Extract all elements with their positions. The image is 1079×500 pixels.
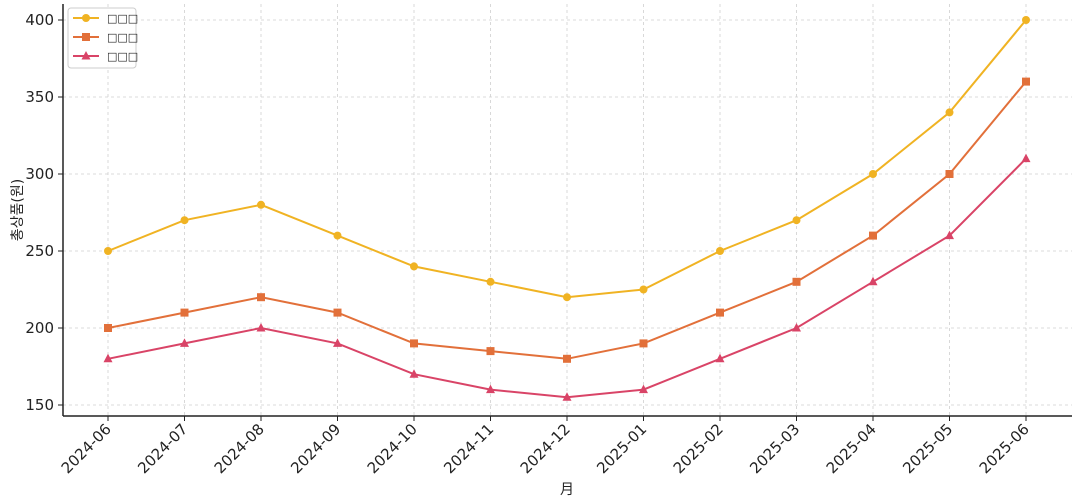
data-point (486, 384, 495, 394)
legend-label: □□□ (107, 12, 138, 25)
data-point (409, 369, 419, 378)
legend-label: □□□ (107, 31, 138, 44)
data-point (257, 293, 265, 302)
legend-label: □□□ (107, 50, 138, 63)
x-tick-label: 2024-06 (58, 420, 115, 477)
data-point (868, 276, 878, 286)
x-tick-label: 2024-07 (134, 420, 191, 477)
data-point (410, 262, 418, 271)
legend-item: □□□ (73, 50, 138, 63)
series-0 (104, 16, 1030, 302)
series-2 (103, 153, 1031, 401)
data-point (715, 353, 725, 363)
data-point (180, 308, 189, 317)
x-tick-label: 2025-06 (976, 420, 1033, 477)
x-tick-label: 2024-10 (364, 420, 421, 477)
data-point (792, 323, 801, 332)
x-tick-label: 2025-04 (823, 420, 880, 477)
data-point (103, 353, 113, 363)
x-ticks: 2024-06 2024-07 2024-08 2024-09 2024-10 2024-… (58, 416, 1033, 477)
data-point (792, 277, 801, 286)
grid (63, 4, 1072, 416)
data-point (563, 354, 571, 363)
data-point (333, 308, 342, 317)
data-point (333, 231, 342, 240)
x-tick-label: 2025-01 (593, 420, 650, 477)
legend-item: □□□ (73, 12, 138, 25)
series (103, 16, 1031, 401)
y-ticks: 150 200 250 300 350 400 (25, 11, 63, 414)
data-point (945, 170, 954, 178)
data-point (639, 384, 648, 394)
x-tick-label: 2025-05 (899, 420, 956, 477)
legend-marker (82, 33, 90, 41)
legend-marker (81, 51, 91, 60)
legend-item: □□□ (73, 31, 138, 44)
x-tick-label: 2025-02 (670, 420, 727, 477)
series-1 (104, 77, 1030, 363)
legend-marker (82, 14, 90, 22)
data-point (180, 216, 189, 225)
data-point (639, 339, 648, 348)
y-tick-label: 200 (25, 319, 54, 337)
data-point (1022, 16, 1030, 24)
series-line (107, 19, 1027, 299)
data-point (257, 200, 265, 209)
data-point (180, 338, 189, 347)
axes (62, 4, 1072, 417)
legend: □□□ □□□ □□□ (67, 7, 138, 69)
y-tick-label: 250 (25, 242, 54, 260)
data-point (792, 216, 801, 225)
data-point (563, 293, 571, 302)
x-tick-label: 2024-12 (517, 420, 574, 477)
data-point (562, 392, 572, 401)
data-point (869, 170, 877, 178)
data-point (716, 308, 724, 317)
y-tick-label: 300 (25, 165, 54, 183)
data-point (945, 230, 954, 240)
data-point (716, 247, 724, 255)
data-point (486, 347, 495, 356)
x-tick-label: 2025-03 (746, 420, 803, 477)
data-point (1021, 153, 1031, 163)
y-tick-label: 350 (25, 88, 54, 106)
y-tick-label: 400 (25, 11, 54, 29)
x-tick-label: 2024-08 (211, 420, 268, 477)
x-tick-label: 2024-09 (287, 420, 344, 477)
data-point (104, 247, 112, 255)
data-point (333, 338, 342, 347)
x-axis-label: 月 (560, 482, 574, 498)
y-axis-label: 총상품(원) (10, 179, 26, 241)
data-point (1022, 77, 1030, 86)
y-tick-label: 150 (25, 396, 54, 414)
data-point (869, 231, 877, 240)
data-point (410, 339, 418, 348)
data-point (104, 324, 112, 332)
data-point (945, 108, 954, 117)
x-tick-label: 2024-11 (440, 420, 497, 477)
data-point (486, 277, 495, 286)
data-point (639, 285, 648, 294)
data-point (256, 323, 266, 332)
